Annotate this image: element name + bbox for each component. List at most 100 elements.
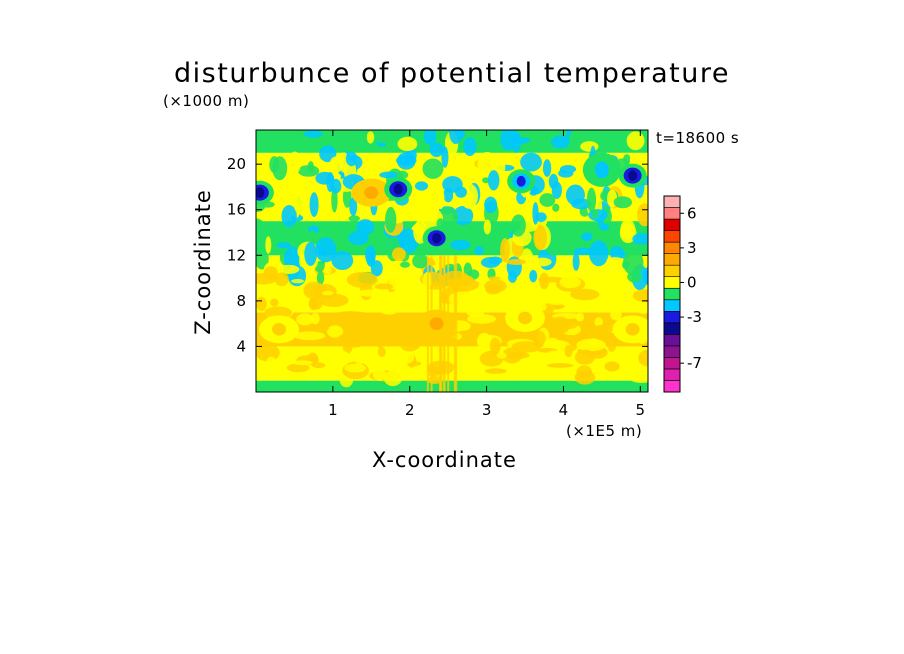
texture-patch [276, 181, 298, 196]
time-label: t=18600 s [656, 129, 740, 147]
texture-patch [307, 161, 314, 173]
texture-patch [316, 270, 325, 285]
texture-patch [323, 266, 332, 275]
texture-patch [281, 204, 297, 228]
colorbar-tick-label: 0 [687, 273, 697, 291]
colorbar-swatch [663, 287, 681, 301]
colorbar-tick-label: -3 [687, 308, 702, 326]
texture-patch [427, 365, 441, 377]
y-tick-label: 12 [227, 246, 246, 264]
colorbar-swatch [663, 195, 681, 208]
texture-patch [482, 177, 490, 184]
texture-patch [559, 165, 577, 174]
colorbar-swatch [663, 253, 681, 266]
texture-patch [632, 233, 648, 245]
texture-patch [581, 232, 593, 242]
y-tick-label: 16 [227, 201, 246, 219]
texture-patch [628, 370, 648, 383]
texture-patch [632, 289, 648, 302]
texture-patch [571, 198, 592, 210]
texture-patch [555, 210, 574, 219]
texture-patch [576, 365, 593, 380]
colorbar: 6 3 0 -3 -7 [663, 195, 702, 393]
texture-patch [480, 257, 501, 268]
colorbar-tick-label: 3 [687, 239, 697, 257]
texture-patch [588, 338, 599, 346]
texture-patch [283, 246, 302, 270]
texture-patch [308, 297, 319, 311]
chart-title: disturbunce of potential temperature [174, 58, 730, 89]
y-axis-ticks: 4 8 12 16 20 [227, 155, 648, 355]
colorbar-swatch [663, 230, 681, 243]
texture-patch [549, 316, 571, 334]
texture-patch [373, 368, 386, 382]
texture-patch [623, 249, 644, 276]
texture-patch [365, 245, 376, 265]
colorbar-swatch [663, 345, 681, 358]
texture-patch [348, 230, 369, 246]
texture-patch [391, 247, 406, 262]
texture-patch [266, 356, 276, 366]
texture-patch [329, 156, 344, 173]
x-axis-label: X-coordinate [372, 448, 517, 472]
texture-patch [463, 137, 477, 157]
texture-patch [610, 308, 622, 321]
texture-patch [533, 257, 552, 267]
texture-patch [613, 196, 632, 209]
texture-patch [369, 236, 385, 248]
texture-patch [533, 224, 548, 251]
colorbar-swatch [663, 264, 681, 278]
y-tick-label: 4 [236, 337, 246, 355]
texture-patch [485, 284, 502, 295]
colorbar-swatch [663, 357, 681, 370]
texture-patch [626, 131, 645, 151]
texture-patch [535, 212, 547, 223]
texture-patch [412, 332, 422, 350]
x-tick-label: 2 [405, 401, 415, 419]
texture-patch [348, 215, 360, 222]
texture-patch [397, 136, 418, 152]
texture-patch [542, 159, 552, 177]
texture-patch [546, 363, 574, 368]
heatmap-plot-area [256, 130, 648, 392]
texture-patch [385, 206, 397, 233]
texture-patch [377, 346, 386, 358]
texture-patch [356, 289, 382, 297]
colorbar-swatch [663, 207, 681, 220]
texture-patch [638, 349, 648, 367]
texture-patch [345, 151, 358, 167]
texture-patch [508, 372, 527, 381]
texture-patch [564, 344, 573, 358]
texture-patch [315, 237, 337, 263]
texture-patch [328, 354, 349, 368]
texture-patch [319, 325, 329, 332]
texture-patch [383, 370, 403, 387]
texture-patch [256, 344, 280, 362]
feature-core-10 [625, 323, 640, 336]
texture-patch [529, 269, 538, 283]
texture-patch [265, 236, 272, 254]
texture-patch [294, 196, 309, 215]
texture-patch [620, 350, 633, 363]
texture-patch [370, 260, 383, 277]
x-axis-unit: (×1E5 m) [566, 422, 643, 440]
texture-patch [297, 165, 320, 177]
texture-patch [374, 283, 394, 290]
texture-patch [474, 246, 484, 256]
feature-core-3 [432, 232, 442, 244]
texture-patch [256, 296, 267, 312]
texture-patch [573, 247, 593, 255]
colorbar-frame [663, 195, 681, 393]
colorbar-swatch [663, 276, 681, 289]
x-tick-label: 3 [482, 401, 492, 419]
colorbar-swatch [663, 218, 681, 231]
y-tick-label: 20 [227, 155, 246, 173]
texture-patch [414, 181, 429, 191]
texture-patch [274, 272, 289, 287]
texture-patch [396, 155, 417, 166]
texture-patch [318, 293, 349, 307]
texture-patch [277, 264, 300, 274]
texture-patch [484, 368, 507, 374]
texture-patch [570, 288, 600, 301]
texture-patch [635, 302, 648, 314]
